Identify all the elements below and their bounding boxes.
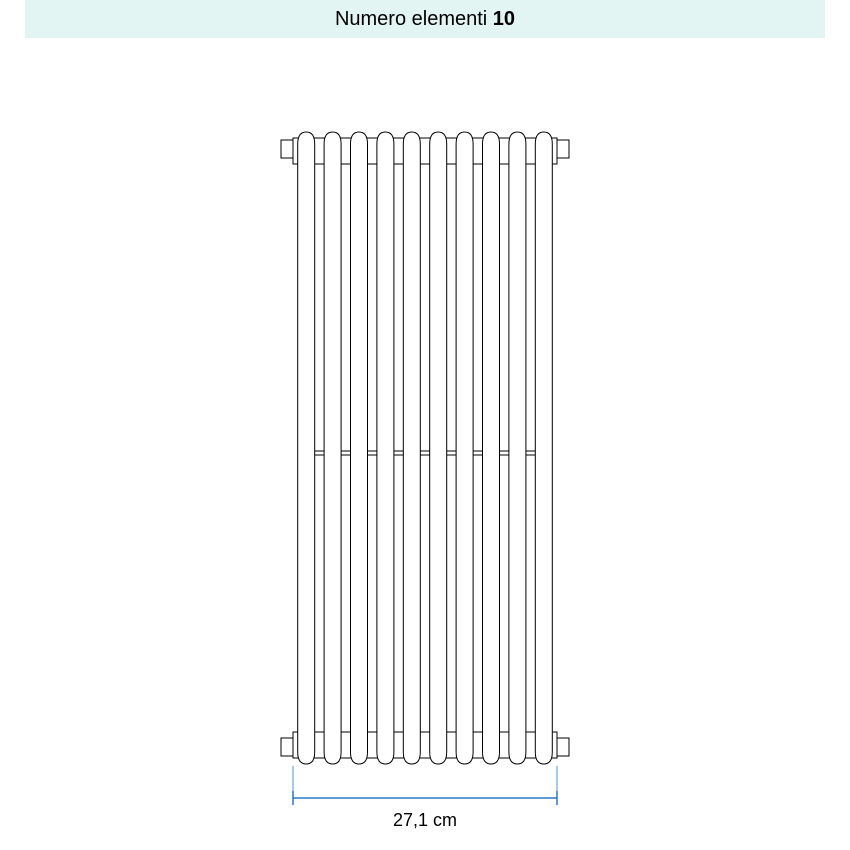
header-count: 10 — [493, 8, 515, 30]
width-dimension-label: 27,1 cm — [393, 810, 457, 830]
header-label-prefix: Numero elementi — [335, 8, 493, 30]
radiator-diagram: 27,1 cm — [0, 38, 850, 850]
header-label: Numero elementi 10 — [335, 8, 515, 31]
header-band: Numero elementi 10 — [25, 0, 825, 38]
